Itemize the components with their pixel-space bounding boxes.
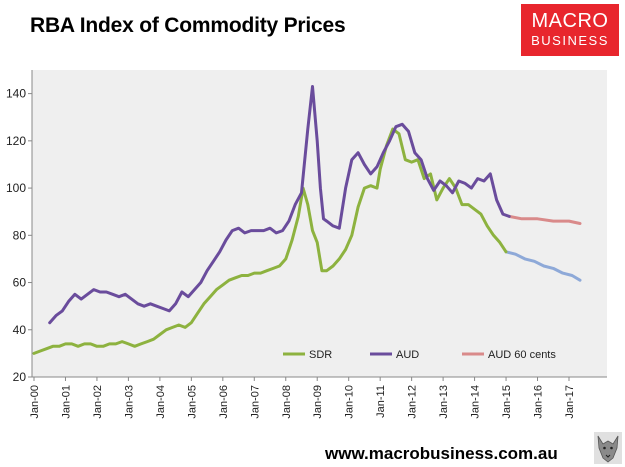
x-tick-label: Jan-01 [60, 385, 72, 419]
x-tick-label: Jan-13 [438, 385, 450, 419]
x-tick-label: Jan-17 [564, 385, 576, 419]
wolf-logo-icon [594, 432, 622, 464]
x-tick-label: Jan-10 [344, 385, 356, 419]
y-tick-label: 120 [6, 134, 26, 148]
legend-aud-60-cents-label: AUD 60 cents [488, 349, 556, 361]
x-tick-label: Jan-06 [218, 385, 230, 419]
chart-legend: SDR AUD AUD 60 cents [283, 349, 556, 361]
series-aud-line [48, 85, 511, 325]
y-tick-label: 60 [13, 276, 27, 290]
series-sdr-line [32, 127, 508, 355]
macrobusiness-logo: MACRO BUSINESS [521, 4, 619, 56]
x-tick-label: Jan-00 [29, 385, 41, 419]
x-tick-label: Jan-12 [407, 385, 419, 419]
x-axis: Jan-00 Jan-01 Jan-02 Jan-03 Jan-04 Jan-05 Jan-… [29, 376, 607, 419]
x-tick-label: Jan-15 [501, 385, 513, 419]
y-tick-label: 100 [6, 181, 26, 195]
chart-title: RBA Index of Commodity Prices [30, 14, 346, 37]
logo-line-2: BUSINESS [531, 33, 609, 48]
logo-line-1: MACRO [531, 10, 609, 32]
series-sdr-forecast-line [504, 250, 582, 282]
x-tick-label: Jan-09 [312, 385, 324, 419]
x-tick-label: Jan-03 [123, 385, 135, 419]
plot-area [32, 70, 607, 377]
x-tick-label: Jan-08 [281, 385, 293, 419]
series-aud-60-cents-line [507, 214, 582, 225]
x-tick-label: Jan-14 [470, 385, 482, 419]
y-tick-label: 20 [13, 370, 27, 384]
x-tick-label: Jan-02 [92, 385, 104, 419]
x-tick-label: Jan-11 [375, 385, 387, 418]
x-tick-label: Jan-04 [155, 385, 167, 419]
legend-sdr-label: SDR [309, 349, 332, 361]
y-tick-label: 140 [6, 87, 26, 101]
series-layer [32, 85, 582, 355]
y-tick-label: 40 [13, 323, 27, 337]
footer-url[interactable]: www.macrobusiness.com.au [325, 444, 558, 463]
legend-aud-label: AUD [396, 349, 419, 361]
y-axis: 20 40 60 80 100 120 140 [6, 70, 33, 384]
y-tick-label: 80 [13, 228, 27, 242]
x-tick-label: Jan-07 [249, 385, 261, 419]
x-tick-label: Jan-16 [533, 385, 545, 419]
x-tick-label: Jan-05 [186, 385, 198, 419]
